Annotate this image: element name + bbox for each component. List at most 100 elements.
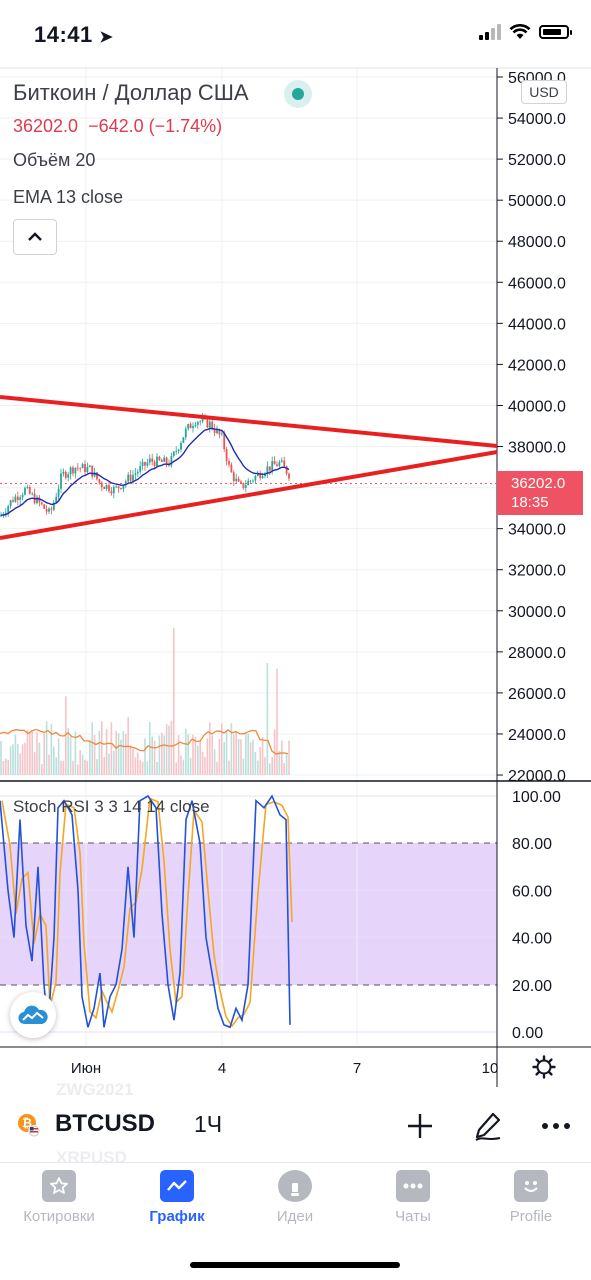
volume-bar	[108, 753, 110, 775]
bitcoin-icon: ₿	[16, 1112, 42, 1138]
volume-bar	[53, 746, 55, 775]
volume-bar	[81, 754, 84, 775]
price-tick-label: 38000.0	[508, 440, 566, 457]
candle-body	[16, 496, 19, 500]
tab-profile[interactable]: Profile	[481, 1170, 581, 1225]
volume-bar	[105, 729, 108, 775]
candle-body	[165, 457, 168, 464]
chart-settings-button[interactable]	[531, 1054, 557, 1080]
volume-bar	[5, 758, 7, 775]
add-button[interactable]	[402, 1108, 438, 1144]
candle-body	[244, 485, 247, 488]
candle-body	[72, 467, 74, 474]
candle-body	[237, 478, 240, 482]
star-icon	[42, 1170, 76, 1202]
volume-bar	[197, 745, 199, 775]
symbol-name[interactable]: BTCUSD	[55, 1110, 155, 1137]
time-tick-label: Июн	[71, 1060, 101, 1077]
tab-chart[interactable]: График	[127, 1170, 227, 1225]
volume-bar	[33, 752, 36, 775]
candle-body	[194, 424, 197, 427]
tab-chats[interactable]: Чаты	[363, 1170, 463, 1225]
volume-bar	[26, 729, 29, 775]
volume-bar	[74, 731, 77, 775]
price-tick-label: 30000.0	[508, 604, 566, 621]
volume-bar	[91, 722, 93, 775]
candle-body	[141, 461, 144, 467]
collapse-legend-button[interactable]	[13, 219, 57, 255]
candle-body	[242, 482, 245, 488]
market-status-dot-icon[interactable]	[284, 80, 312, 108]
tab-label: График	[149, 1208, 205, 1225]
volume-bar	[213, 749, 216, 775]
stoch-tick-label: 20.00	[512, 978, 552, 995]
volume-bar	[96, 759, 98, 775]
volume-bar	[257, 760, 259, 775]
tab-ideas[interactable]: Идеи	[245, 1170, 345, 1225]
candle-body	[288, 473, 290, 479]
volume-bar	[139, 760, 141, 775]
tab-quotes[interactable]: Котировки	[9, 1170, 109, 1225]
volume-bar	[7, 759, 9, 775]
candle-body	[218, 429, 221, 435]
candle-body	[117, 486, 120, 489]
volume-bar	[31, 730, 33, 775]
candle-body	[230, 464, 233, 473]
stoch-tick-label: 100.00	[512, 789, 561, 806]
volume-bar	[72, 760, 74, 775]
volume-bar	[84, 759, 86, 775]
ema-legend[interactable]: EMA 13 close	[13, 187, 124, 207]
interval-selector[interactable]: 1Ч	[194, 1111, 223, 1137]
volume-bar	[278, 750, 281, 775]
volume-bar	[168, 725, 170, 775]
candle-body	[184, 428, 187, 438]
volume-bar	[185, 728, 187, 775]
candle-body	[151, 458, 154, 462]
tab-label: Profile	[509, 1208, 553, 1225]
wifi-icon	[509, 24, 531, 39]
tab-label: Чаты	[395, 1208, 431, 1225]
candle-body	[208, 421, 211, 428]
candle-body	[26, 486, 29, 488]
volume-legend[interactable]: Объём 20	[13, 150, 96, 170]
volume-bar	[153, 741, 156, 775]
volume-bar	[269, 763, 271, 775]
volume-bar	[0, 741, 2, 775]
volume-bar	[101, 721, 103, 775]
volume-bar	[62, 760, 65, 775]
time-tick-label: 7	[353, 1060, 361, 1077]
price-tick-label: 24000.0	[508, 727, 566, 744]
stoch-rsi-legend[interactable]: Stoch RSI 3 3 14 14 close	[13, 797, 210, 816]
volume-bar	[254, 751, 257, 775]
volume-bar	[161, 732, 163, 775]
candle-body	[93, 472, 96, 477]
candle-body	[192, 426, 194, 429]
stoch-tick-label: 40.00	[512, 931, 552, 948]
currency-badge[interactable]: USD	[521, 80, 567, 104]
candle-body	[122, 484, 125, 490]
drawing-tools-button[interactable]	[470, 1108, 506, 1144]
volume-bar	[211, 735, 213, 775]
candle-body	[76, 467, 79, 469]
volume-bar	[170, 720, 173, 775]
volume-bar	[98, 730, 101, 775]
smiley-icon	[514, 1170, 548, 1202]
candle-body	[0, 515, 2, 517]
volume-bar	[192, 734, 194, 775]
candle-body	[100, 482, 103, 488]
stoch-d-line	[1, 797, 293, 1028]
ema-line	[0, 427, 290, 516]
cloud-button[interactable]	[10, 992, 56, 1038]
location-arrow-icon: ➤	[99, 29, 114, 46]
volume-bar	[259, 746, 261, 775]
time-tick-label: 10	[482, 1060, 499, 1077]
candle-body	[50, 508, 53, 510]
more-button[interactable]	[538, 1108, 574, 1144]
price-chart[interactable]: 56000.054000.052000.050000.048000.046000…	[0, 60, 591, 1090]
volume-bar	[216, 761, 218, 775]
last-price-tag: 36202.0 18:35	[497, 471, 583, 515]
candle-body	[67, 474, 70, 478]
candle-body	[172, 451, 175, 456]
volume-bar	[151, 736, 153, 775]
volume-bar	[177, 735, 180, 775]
